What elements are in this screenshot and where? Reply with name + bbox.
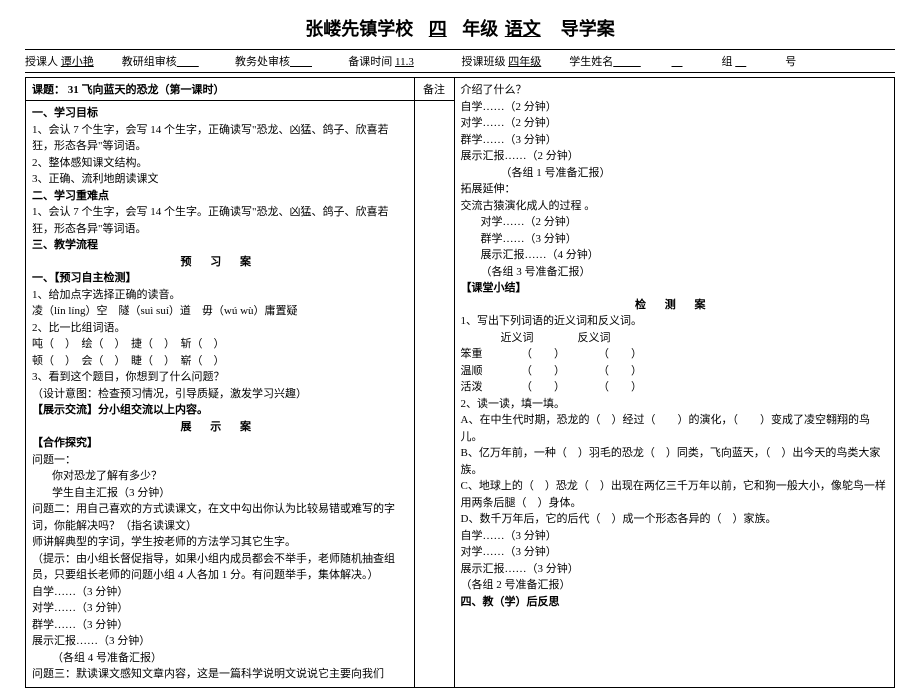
r4: 群学……（3 分钟）	[461, 132, 889, 149]
left-content: 一、学习目标 1、会认 7 个生字，会写 14 个生字，正确读写"恐龙、凶猛、鸽…	[26, 101, 414, 687]
p1-l4: 吨（ ） 绘（ ） 捷（ ） 斩（ ）	[32, 336, 408, 353]
t1: 1、写出下列词语的近义词和反义词。	[461, 313, 889, 330]
r10: 群学……（3 分钟）	[461, 231, 889, 248]
p3-l12: 问题三：默读课文感知文章内容，这是一篇科学说明文说说它主要向我们	[32, 666, 408, 683]
r5: 展示汇报……（2 分钟）	[461, 148, 889, 165]
p1-l5: 顿（ ） 会（ ） 睫（ ） 崭（ ）	[32, 353, 408, 370]
student-label: 学生姓名	[569, 56, 613, 68]
p3-l2: 你对恐龙了解有多少？	[32, 468, 408, 485]
p3-l4: 问题二：用自己喜欢的方式读课文，在文中勾出你认为比较易错或难写的字词，你能解决吗…	[32, 501, 408, 534]
class-label: 授课班级	[462, 56, 506, 68]
section-1-title: 一、学习目标	[32, 105, 408, 122]
subject-value: 语文	[503, 15, 543, 41]
r2: 自学……（2 分钟）	[461, 99, 889, 116]
review2-label: 教务处审核	[235, 56, 290, 68]
header-row: 授课人 谭小艳 教研组审核 教务处审核 备课时间 11.3 授课班级 四年级 学…	[25, 49, 895, 73]
t11: 自学……（3 分钟）	[461, 528, 889, 545]
doc-type: 导学案	[561, 19, 615, 39]
group-label: 组	[722, 56, 733, 68]
t13: 展示汇报……（3 分钟）	[461, 561, 889, 578]
grade-value: 四	[418, 15, 458, 41]
t5: 活泼 （ ） （ ）	[461, 379, 889, 396]
s1-line1: 1、会认 7 个生字，会写 14 个生字，正确读写"恐龙、凶猛、鸽子、欣喜若狂，…	[32, 122, 408, 155]
review2-value	[290, 56, 340, 68]
preptime-label: 备课时间	[348, 56, 392, 68]
show-title: 展 示 案	[32, 419, 408, 436]
p1-l7: （设计意图：检查预习情况，引导质疑，激发学习兴趣）	[32, 386, 408, 403]
number-label: 号	[785, 56, 796, 68]
r9: 对学……（2 分钟）	[461, 214, 889, 231]
topic-label: 课题：	[32, 84, 65, 96]
p3-l1: 问题一：	[32, 452, 408, 469]
notes-column	[414, 101, 454, 687]
p1-l2: 凌（lín líng）空 隧（suì suí）道 毋（wú wù）庸置疑	[32, 303, 408, 320]
main-columns: 课题： 31 飞向蓝天的恐龙（第一课时） 备注 一、学习目标 1、会认 7 个生…	[25, 77, 895, 688]
s2-line1: 1、会认 7 个生字，会写 14 个生字。正确读写"恐龙、凶猛、鸽子、欣喜若狂，…	[32, 204, 408, 237]
number-value	[735, 56, 785, 68]
topic-row: 课题： 31 飞向蓝天的恐龙（第一课时） 备注	[26, 78, 454, 101]
student-value	[613, 56, 663, 68]
p3-l8: 对学……（3 分钟）	[32, 600, 408, 617]
summary-title: 【课堂小结】	[461, 280, 889, 297]
grade-label: 年级	[462, 19, 498, 39]
notes-header: 备注	[414, 78, 454, 100]
review1-value	[177, 56, 227, 68]
p3-l3: 学生自主汇报（3 分钟）	[32, 485, 408, 502]
r6: （各组 1 号准备汇报）	[461, 165, 889, 182]
t2: 近义词 反义词	[461, 330, 889, 347]
p3-title: 【合作探究】	[32, 435, 408, 452]
teacher-value: 谭小艳	[61, 53, 111, 69]
t10: D、数千万年后，它的后代（ ）成一个形态各异的（ ）家族。	[461, 511, 889, 528]
t14: （各组 2 号准备汇报）	[461, 577, 889, 594]
right-column: 介绍了什么？ 自学……（2 分钟） 对学……（2 分钟） 群学……（3 分钟） …	[454, 77, 896, 688]
review1-label: 教研组审核	[122, 56, 177, 68]
t8: B、亿万年前，一种（ ）羽毛的恐龙（ ）同类，飞向蓝天，（ ）出今天的鸟类大家族…	[461, 445, 889, 478]
page-title: 张嵝先镇学校 四 年级 语文 导学案	[25, 15, 895, 41]
p3-l7: 自学……（3 分钟）	[32, 584, 408, 601]
t9: C、地球上的（ ）恐龙（ ）出现在两亿三千万年以前，它和狗一般大小，像鸵鸟一样用…	[461, 478, 889, 511]
preview-title: 预 习 案	[32, 254, 408, 271]
p1-l1: 1、给加点字选择正确的读音。	[32, 287, 408, 304]
section-2-title: 二、学习重难点	[32, 188, 408, 205]
p1-l3: 2、比一比组词语。	[32, 320, 408, 337]
t4: 温顺 （ ） （ ）	[461, 363, 889, 380]
topic-text: 31 飞向蓝天的恐龙（第一课时）	[68, 84, 225, 96]
t7: A、在中生代时期，恐龙的（ ）经过（ ）的演化，（ ）变成了凌空翱翔的鸟儿。	[461, 412, 889, 445]
preptime-value: 11.3	[395, 56, 445, 68]
p2-title: 【展示交流】分小组交流以上内容。	[32, 402, 408, 419]
p3-l10: 展示汇报……（3 分钟）	[32, 633, 408, 650]
p1-l6: 3、看到这个题目，你想到了什么问题？	[32, 369, 408, 386]
left-column: 课题： 31 飞向蓝天的恐龙（第一课时） 备注 一、学习目标 1、会认 7 个生…	[25, 77, 454, 688]
group-value	[672, 56, 722, 68]
s1-line2: 2、整体感知课文结构。	[32, 155, 408, 172]
t12: 对学……（3 分钟）	[461, 544, 889, 561]
p1-title: 一、【预习自主检测】	[32, 270, 408, 287]
t3: 笨重 （ ） （ ）	[461, 346, 889, 363]
reflect-title: 四、教（学）后反思	[461, 594, 889, 611]
r7: 拓展延伸：	[461, 181, 889, 198]
r1: 介绍了什么？	[461, 82, 889, 99]
r12: （各组 3 号准备汇报）	[461, 264, 889, 281]
s1-line3: 3、正确、流利地朗读课文	[32, 171, 408, 188]
section-3-title: 三、教学流程	[32, 237, 408, 254]
test-title: 检 测 案	[461, 297, 889, 314]
teacher-label: 授课人	[25, 56, 58, 68]
p3-l11: （各组 4 号准备汇报）	[32, 650, 408, 667]
r3: 对学……（2 分钟）	[461, 115, 889, 132]
r8: 交流古猿演化成人的过程 。	[461, 198, 889, 215]
p3-l5: 师讲解典型的字词，学生按老师的方法学习其它生字。	[32, 534, 408, 551]
r11: 展示汇报……（4 分钟）	[461, 247, 889, 264]
p3-l9: 群学……（3 分钟）	[32, 617, 408, 634]
p3-l6: （提示：由小组长督促指导，如果小组内成员都会不举手，老师随机抽查组员，只要组长老…	[32, 551, 408, 584]
t6: 2、读一读，填一填。	[461, 396, 889, 413]
class-value: 四年级	[508, 53, 558, 69]
school-name: 张嵝先镇学校	[305, 19, 413, 39]
